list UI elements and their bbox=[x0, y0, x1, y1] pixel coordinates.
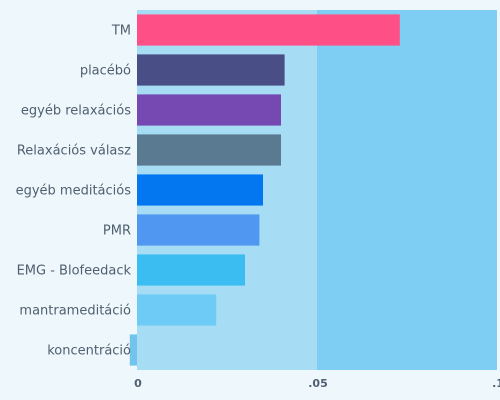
x-tick-label: 0 bbox=[134, 377, 142, 390]
bar bbox=[137, 174, 263, 206]
bar bbox=[137, 134, 281, 166]
bar bbox=[129, 334, 137, 366]
category-label: Relaxációs válasz bbox=[17, 144, 131, 159]
category-label: PMR bbox=[103, 224, 131, 239]
bar bbox=[137, 54, 285, 86]
bar bbox=[137, 254, 245, 286]
bars bbox=[129, 14, 400, 366]
category-label: placébó bbox=[80, 64, 131, 79]
category-label: TM bbox=[111, 24, 131, 39]
category-labels: TM placébó egyéb relaxációs Relaxációs vála… bbox=[16, 24, 132, 359]
x-axis-tick-labels: 0 .05 .1 bbox=[134, 377, 500, 390]
bar bbox=[137, 94, 281, 126]
background-band bbox=[317, 10, 497, 370]
bar bbox=[137, 14, 400, 46]
bar bbox=[137, 214, 260, 246]
x-tick-label: .1 bbox=[492, 377, 500, 390]
category-label: egyéb relaxációs bbox=[21, 104, 131, 119]
category-label: egyéb meditációs bbox=[16, 184, 132, 199]
category-label: koncentráció bbox=[47, 344, 131, 359]
bar bbox=[137, 294, 217, 326]
category-label: mantrameditáció bbox=[19, 304, 131, 319]
category-label: EMG - Blofeedack bbox=[17, 264, 132, 279]
x-tick-label: .05 bbox=[308, 377, 328, 390]
